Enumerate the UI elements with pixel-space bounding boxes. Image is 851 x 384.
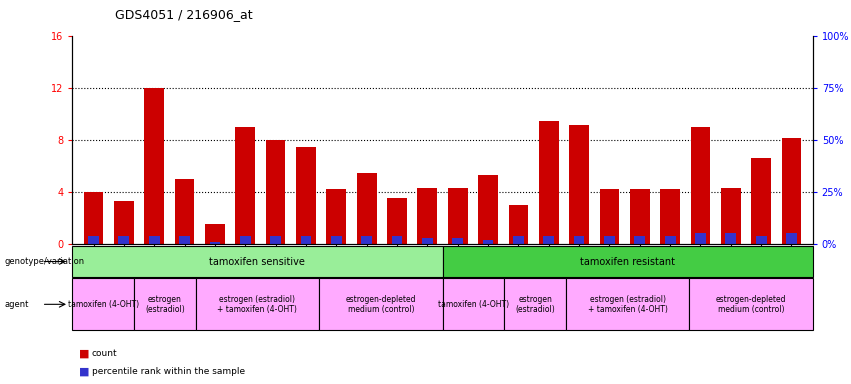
Bar <box>418 188 437 244</box>
Bar <box>690 127 711 244</box>
Text: tamoxifen resistant: tamoxifen resistant <box>580 257 675 266</box>
Bar <box>118 235 129 244</box>
Bar <box>422 238 433 244</box>
Bar <box>751 158 771 244</box>
Bar <box>236 127 255 244</box>
Text: ■: ■ <box>79 367 89 377</box>
Bar <box>271 235 281 244</box>
Bar <box>149 235 160 244</box>
Bar <box>786 233 797 244</box>
Text: estrogen-depleted
medium (control): estrogen-depleted medium (control) <box>716 295 786 314</box>
Bar <box>569 124 589 244</box>
Text: GDS4051 / 216906_at: GDS4051 / 216906_at <box>115 8 253 21</box>
Bar <box>600 189 620 244</box>
Bar <box>513 235 524 244</box>
Bar <box>543 235 554 244</box>
Bar <box>630 189 649 244</box>
Bar <box>665 235 676 244</box>
Text: estrogen-depleted
medium (control): estrogen-depleted medium (control) <box>346 295 416 314</box>
Bar <box>604 235 614 244</box>
Bar <box>83 192 104 244</box>
Bar <box>145 88 164 244</box>
Text: tamoxifen (4-OHT): tamoxifen (4-OHT) <box>437 300 509 309</box>
Bar <box>361 235 372 244</box>
Bar <box>174 179 195 244</box>
Text: percentile rank within the sample: percentile rank within the sample <box>92 367 245 376</box>
Bar <box>240 235 251 244</box>
Bar <box>539 121 558 244</box>
Bar <box>452 238 463 244</box>
Text: estrogen (estradiol)
+ tamoxifen (4-OHT): estrogen (estradiol) + tamoxifen (4-OHT) <box>588 295 667 314</box>
Text: tamoxifen sensitive: tamoxifen sensitive <box>209 257 306 266</box>
Bar <box>89 235 99 244</box>
Bar <box>296 147 316 244</box>
Bar <box>331 235 342 244</box>
Bar <box>781 137 802 244</box>
Bar <box>205 224 225 244</box>
Bar <box>300 235 311 244</box>
Bar <box>721 188 740 244</box>
Bar <box>391 235 403 244</box>
Bar <box>357 172 376 244</box>
Text: estrogen (estradiol)
+ tamoxifen (4-OHT): estrogen (estradiol) + tamoxifen (4-OHT) <box>218 295 297 314</box>
Bar <box>509 205 528 244</box>
Bar <box>266 140 285 244</box>
Bar <box>180 235 190 244</box>
Text: genotype/variation: genotype/variation <box>4 257 84 266</box>
Text: estrogen
(estradiol): estrogen (estradiol) <box>515 295 555 314</box>
Bar <box>478 175 498 244</box>
Text: ■: ■ <box>79 348 89 358</box>
Text: agent: agent <box>4 300 29 309</box>
Bar <box>725 233 736 244</box>
Bar <box>695 233 705 244</box>
Bar <box>483 240 494 244</box>
Bar <box>327 189 346 244</box>
Text: estrogen
(estradiol): estrogen (estradiol) <box>145 295 185 314</box>
Bar <box>114 201 134 244</box>
Bar <box>387 199 407 244</box>
Text: count: count <box>92 349 117 358</box>
Bar <box>756 235 767 244</box>
Bar <box>574 235 585 244</box>
Text: tamoxifen (4-OHT): tamoxifen (4-OHT) <box>67 300 139 309</box>
Bar <box>634 235 645 244</box>
Bar <box>209 242 220 244</box>
Bar <box>448 188 467 244</box>
Bar <box>660 189 680 244</box>
